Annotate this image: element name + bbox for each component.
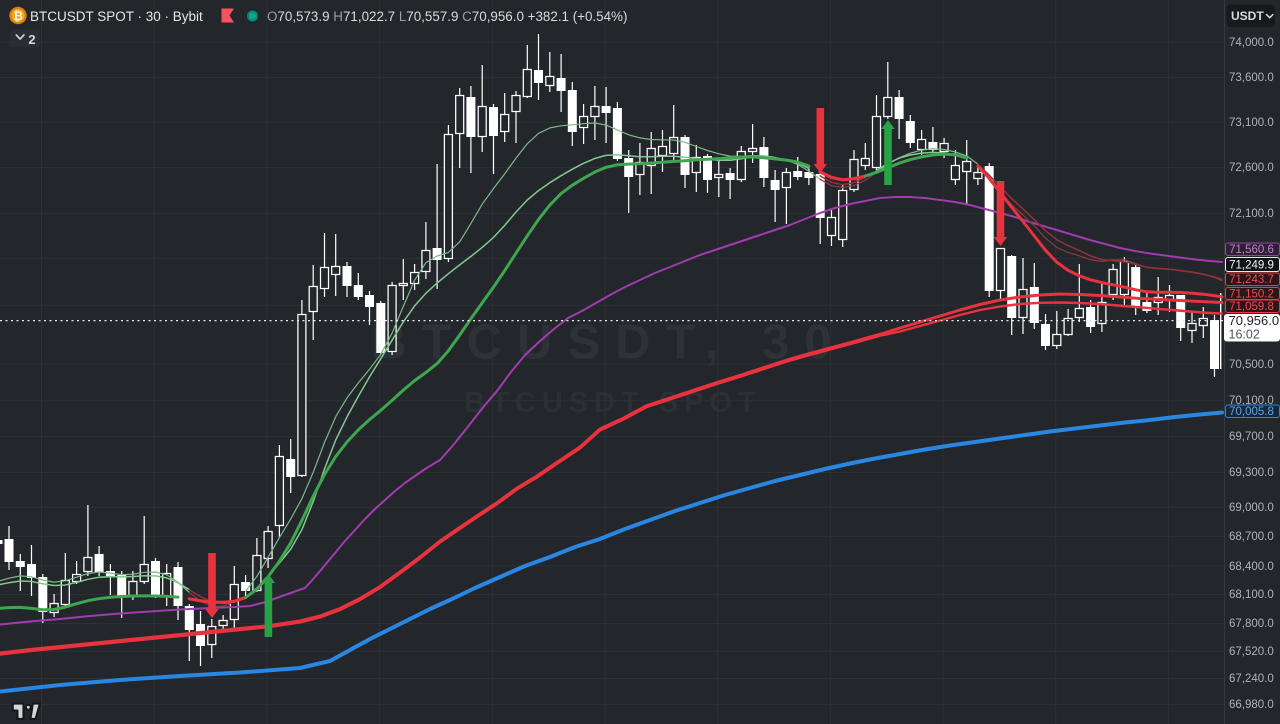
- svg-text:68,700.0: 68,700.0: [1229, 531, 1274, 543]
- svg-text:67,800.0: 67,800.0: [1229, 618, 1274, 630]
- svg-text:70,005.8: 70,005.8: [1229, 406, 1274, 418]
- svg-text:69,300.0: 69,300.0: [1229, 467, 1274, 479]
- svg-text:73,600.0: 73,600.0: [1229, 72, 1274, 84]
- svg-text:₿: ₿: [13, 9, 23, 23]
- svg-text:69,700.0: 69,700.0: [1229, 431, 1274, 443]
- svg-text:69,000.0: 69,000.0: [1229, 502, 1274, 514]
- svg-text:72,600.0: 72,600.0: [1229, 162, 1274, 174]
- svg-text:66,980.0: 66,980.0: [1229, 699, 1274, 711]
- svg-text:74,000.0: 74,000.0: [1229, 37, 1274, 49]
- svg-text:USDT: USDT: [1231, 9, 1264, 23]
- svg-text:71,243.7: 71,243.7: [1229, 274, 1274, 286]
- svg-text:O70,573.9 H71,022.7 L70,557.9: O70,573.9 H71,022.7 L70,557.9 C70,956.0 …: [267, 9, 627, 24]
- svg-text:BTCUSDT SPOT: BTCUSDT SPOT: [464, 387, 762, 419]
- svg-text:2: 2: [28, 32, 35, 47]
- svg-text:68,100.0: 68,100.0: [1229, 589, 1274, 601]
- svg-text:71,059.8: 71,059.8: [1229, 301, 1274, 313]
- svg-text:67,520.0: 67,520.0: [1229, 646, 1274, 658]
- svg-text:BTCUSDT SPOT · 30 · Bybit: BTCUSDT SPOT · 30 · Bybit: [30, 9, 203, 24]
- svg-text:73,100.0: 73,100.0: [1229, 117, 1274, 129]
- svg-text:71,150.2: 71,150.2: [1229, 289, 1274, 301]
- svg-text:BTCUSDT, 30: BTCUSDT, 30: [371, 316, 846, 370]
- svg-text:16:02: 16:02: [1229, 328, 1260, 342]
- svg-text:68,400.0: 68,400.0: [1229, 561, 1274, 573]
- svg-text:71,560.6: 71,560.6: [1229, 244, 1274, 256]
- svg-text:67,240.0: 67,240.0: [1229, 673, 1274, 685]
- svg-text:70,500.0: 70,500.0: [1229, 359, 1274, 371]
- svg-text:70,956.0: 70,956.0: [1229, 313, 1280, 328]
- svg-text:71,249.9: 71,249.9: [1229, 260, 1274, 272]
- svg-text:72,100.0: 72,100.0: [1229, 208, 1274, 220]
- svg-text:70,100.0: 70,100.0: [1229, 395, 1274, 407]
